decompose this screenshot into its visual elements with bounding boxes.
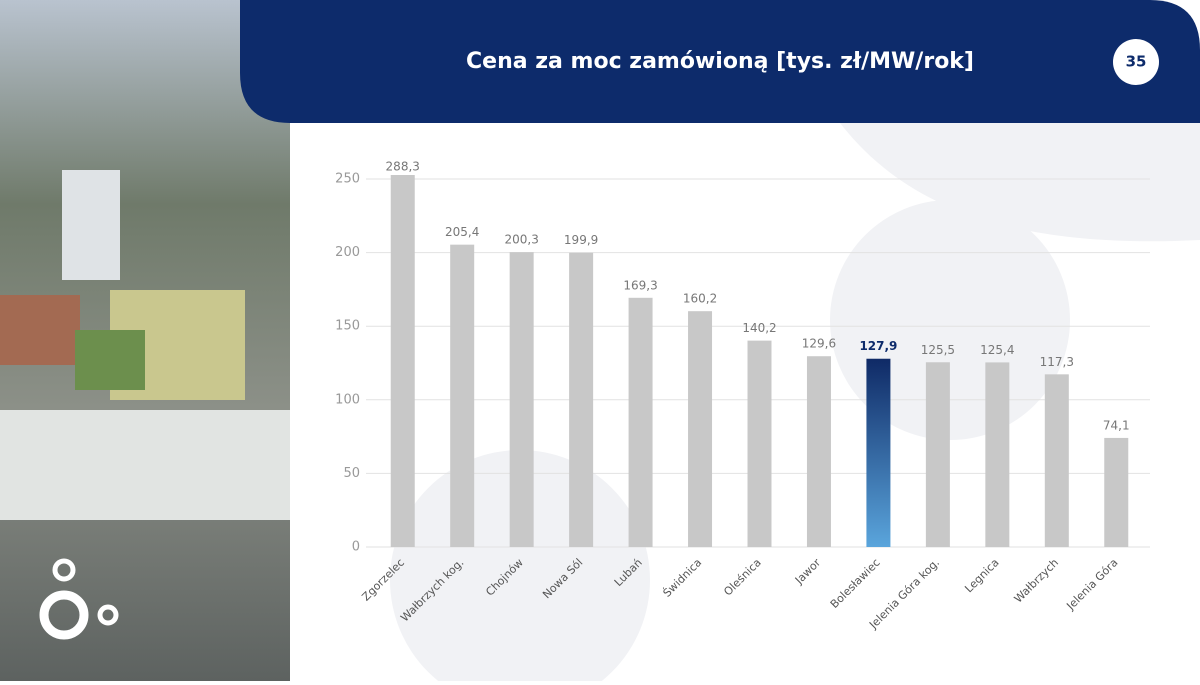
page-number: 35: [1126, 53, 1147, 71]
data-label: 169,3: [623, 278, 657, 292]
data-label: 125,5: [921, 343, 955, 357]
photo: [0, 0, 290, 681]
data-label: 140,2: [742, 321, 776, 335]
bar: [806, 356, 831, 547]
y-tick-label: 0: [352, 540, 360, 555]
bar: [628, 297, 653, 547]
y-tick-label: 100: [335, 392, 360, 407]
data-label: 74,1: [1103, 418, 1130, 432]
y-tick-label: 200: [335, 245, 360, 260]
y-tick-label: 150: [335, 319, 360, 334]
bar: [866, 358, 891, 547]
header: [240, 0, 1200, 123]
data-label: 199,9: [564, 233, 598, 247]
bar: [450, 244, 475, 548]
bars: [390, 175, 1129, 548]
y-tick-label: 50: [343, 466, 360, 481]
bar: [1104, 437, 1129, 547]
bar: [569, 252, 594, 547]
data-label: 200,3: [504, 233, 538, 247]
data-label: 288,3: [386, 160, 420, 174]
bar: [747, 340, 772, 547]
bar: [509, 252, 534, 548]
bar: [1044, 374, 1069, 547]
page-badge: [1113, 39, 1159, 85]
data-label: 125,4: [980, 343, 1014, 357]
chart-title: Cena za moc zamówioną [tys. zł/MW/rok]: [466, 49, 974, 74]
y-tick-label: 250: [335, 172, 360, 187]
bar: [390, 175, 415, 547]
data-label: 160,2: [683, 292, 717, 306]
bar: [688, 311, 713, 547]
data-label: 117,3: [1040, 355, 1074, 369]
bar: [925, 362, 950, 547]
data-label: 127,9: [859, 339, 897, 353]
data-label: 129,6: [802, 337, 836, 351]
bar: [985, 362, 1010, 547]
data-label: 205,4: [445, 225, 479, 239]
